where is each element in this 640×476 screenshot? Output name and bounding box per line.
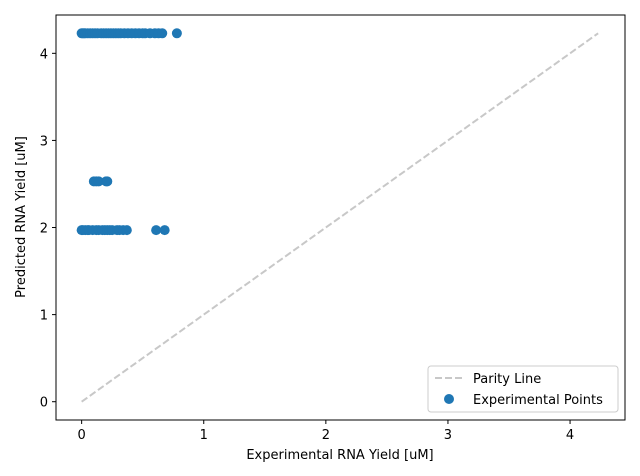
data-point: [159, 225, 170, 236]
y-axis-label: Predicted RNA Yield [uM]: [14, 136, 29, 298]
legend: Parity Line Experimental Points: [427, 365, 619, 413]
legend-points-swatch: [444, 394, 454, 404]
legend-points-label: Experimental Points: [473, 393, 603, 408]
data-point: [171, 28, 182, 39]
x-tick-label: 1: [200, 428, 208, 443]
x-axis-label: Experimental RNA Yield [uM]: [246, 448, 433, 463]
y-tick-label: 3: [40, 134, 48, 149]
x-tick-label: 2: [322, 428, 330, 443]
x-tick-label: 0: [78, 428, 86, 443]
legend-box: [427, 365, 619, 413]
x-tick-label: 3: [444, 428, 452, 443]
data-point: [102, 176, 113, 187]
data-point: [157, 28, 168, 39]
data-point: [93, 176, 104, 187]
parity-line-layer: [81, 32, 599, 403]
data-point: [121, 225, 132, 236]
x-tick-label: 4: [566, 428, 574, 443]
y-tick-label: 4: [40, 47, 48, 62]
y-tick-label: 0: [40, 396, 48, 411]
y-tick-label: 2: [40, 222, 48, 237]
plot-frame: [55, 14, 626, 421]
data-point: [151, 225, 162, 236]
y-tick-label: 1: [40, 309, 48, 324]
legend-parity-label: Parity Line: [473, 372, 541, 387]
parity-line: [81, 32, 599, 403]
y-axis-ticks: 0 1 2 3 4: [40, 47, 56, 411]
x-axis-ticks: 0 1 2 3 4: [78, 420, 574, 443]
data-points-layer: [76, 28, 182, 236]
